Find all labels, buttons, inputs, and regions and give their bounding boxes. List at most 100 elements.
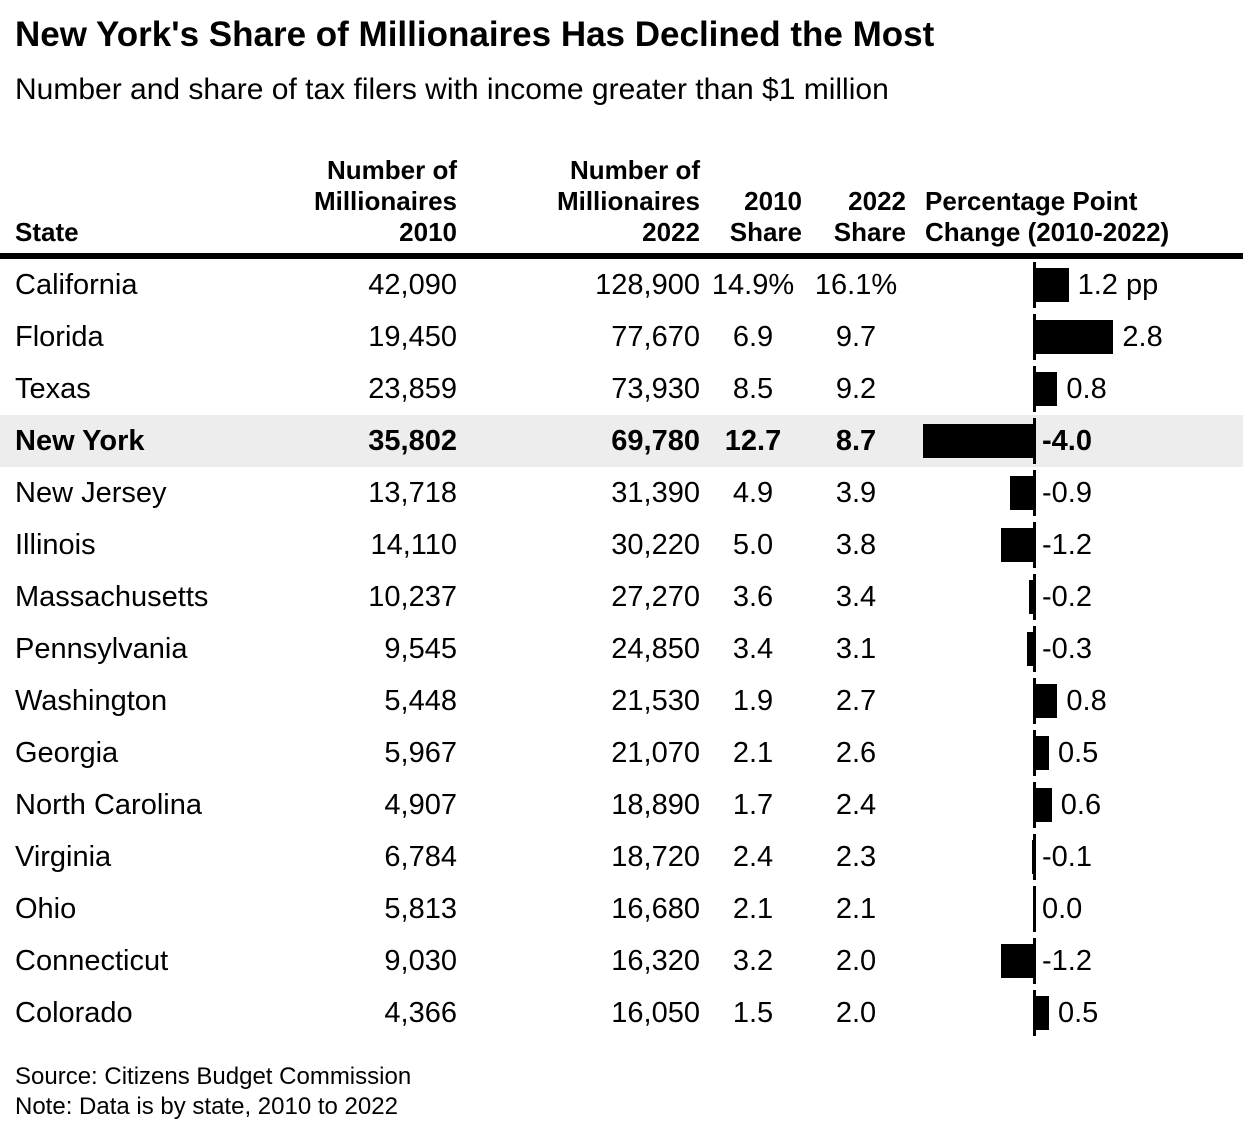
pp-change-cell: 2.8 — [906, 311, 1243, 363]
share-2022-value: 9.2 — [835, 372, 877, 405]
pp-change-label: -0.1 — [1042, 841, 1092, 873]
share-2022-value: 3.4 — [835, 580, 877, 613]
table-row: Pennsylvania 9,545 24,850 3.4 3.1 -0.3 — [0, 623, 1243, 675]
pp-change-label: -1.2 — [1042, 529, 1092, 561]
state-name: New Jersey — [15, 476, 167, 509]
table-row: New Jersey 13,718 31,390 4.9 3.9 -0.9 — [0, 467, 1243, 519]
millionaires-2022-value: 31,390 — [611, 476, 700, 509]
state-name: Ohio — [15, 892, 77, 925]
state-name: Illinois — [15, 528, 96, 561]
pp-change-label: -0.9 — [1042, 477, 1092, 509]
pp-change-cell: 0.0 — [906, 883, 1243, 935]
column-header-state: State — [15, 217, 79, 247]
millionaires-2022-value: 18,890 — [611, 788, 700, 821]
millionaires-2022-value: 21,530 — [611, 684, 700, 717]
pp-change-label: 2.8 — [1122, 321, 1163, 353]
column-header-pp-change: Percentage Point Change (2010-2022) — [925, 186, 1170, 247]
share-2010-value: 1.9 — [732, 684, 774, 717]
share-2010-value: 1.7 — [732, 788, 774, 821]
column-header-millionaires-2022: Number of Millionaires 2022 — [556, 155, 700, 247]
share-2022-value: 8.7 — [835, 424, 877, 457]
millionaires-2022-value: 128,900 — [595, 268, 700, 301]
bar-axis-tick — [1033, 314, 1036, 360]
share-2022-value: 2.3 — [835, 840, 877, 873]
pp-change-bar — [1035, 736, 1049, 770]
millionaires-2010-value: 23,859 — [368, 372, 457, 405]
bar-axis-tick — [1033, 262, 1036, 308]
share-2022-value: 3.8 — [835, 528, 877, 561]
state-name: Georgia — [15, 736, 119, 769]
share-2010-value: 5.0 — [732, 528, 774, 561]
share-2022-value: 2.4 — [835, 788, 877, 821]
pp-change-cell: 0.8 — [906, 675, 1243, 727]
bar-axis-tick — [1033, 366, 1036, 412]
column-header-millionaires-2010: Number of Millionaires 2010 — [313, 155, 457, 247]
millionaires-2010-value: 5,967 — [384, 736, 457, 769]
share-2010-value: 3.2 — [732, 944, 774, 977]
state-name: Texas — [15, 372, 91, 405]
share-2022-value: 2.6 — [835, 736, 877, 769]
share-2022-value: 2.1 — [835, 892, 877, 925]
bar-axis-tick — [1033, 782, 1036, 828]
pp-change-cell: 0.5 — [906, 727, 1243, 779]
pp-change-cell: 0.6 — [906, 779, 1243, 831]
pp-change-bar — [1035, 268, 1069, 302]
pp-change-cell: -0.1 — [906, 831, 1243, 883]
footer: Source: Citizens Budget Commission Note:… — [15, 1062, 1235, 1122]
bar-axis-tick — [1033, 886, 1036, 932]
share-2010-value: 1.5 — [732, 996, 774, 1029]
pp-change-label: -1.2 — [1042, 945, 1092, 977]
state-name: Colorado — [15, 996, 133, 1029]
data-note: Note: Data is by state, 2010 to 2022 — [15, 1093, 398, 1120]
pp-change-bar — [1035, 788, 1052, 822]
millionaires-2010-value: 5,448 — [384, 684, 457, 717]
table-header-row: State Number of Millionaires 2010 Number… — [0, 148, 1243, 248]
pp-change-label: 0.0 — [1042, 893, 1083, 925]
chart-subtitle: Number and share of tax filers with inco… — [15, 73, 889, 106]
millionaires-2022-value: 77,670 — [611, 320, 700, 353]
millionaires-2022-value: 16,320 — [611, 944, 700, 977]
pp-change-bar — [1035, 320, 1114, 354]
millionaires-2010-value: 42,090 — [368, 268, 457, 301]
pp-change-bar — [1001, 944, 1035, 978]
table-row: Virginia 6,784 18,720 2.4 2.3 -0.1 — [0, 831, 1243, 883]
table-row: Ohio 5,813 16,680 2.1 2.1 0.0 — [0, 883, 1243, 935]
share-2022-value: 2.0 — [835, 996, 877, 1029]
share-2022-value: 16.1% — [814, 268, 898, 301]
bar-axis-tick — [1033, 678, 1036, 724]
table-row: Connecticut 9,030 16,320 3.2 2.0 -1.2 — [0, 935, 1243, 987]
pp-change-bar — [1035, 996, 1049, 1030]
millionaires-2022-value: 24,850 — [611, 632, 700, 665]
pp-change-cell: -1.2 — [906, 519, 1243, 571]
pp-change-label: -0.3 — [1042, 633, 1092, 665]
table-body: California 42,090 128,900 14.9% 16.1% 1.… — [0, 259, 1243, 1039]
source-note: Source: Citizens Budget Commission — [15, 1063, 412, 1090]
share-2010-value: 6.9 — [732, 320, 774, 353]
millionaires-2022-value: 18,720 — [611, 840, 700, 873]
pp-change-cell: 1.2 pp — [906, 259, 1243, 311]
pp-change-label: 0.5 — [1058, 997, 1099, 1029]
millionaires-2010-value: 9,030 — [384, 944, 457, 977]
table-row: North Carolina 4,907 18,890 1.7 2.4 0.6 — [0, 779, 1243, 831]
pp-change-bar — [1032, 840, 1035, 874]
share-2010-value: 3.4 — [732, 632, 774, 665]
table-row: Massachusetts 10,237 27,270 3.6 3.4 -0.2 — [0, 571, 1243, 623]
share-2022-value: 3.1 — [835, 632, 877, 665]
table-row: Colorado 4,366 16,050 1.5 2.0 0.5 — [0, 987, 1243, 1039]
millionaires-2022-value: 16,050 — [611, 996, 700, 1029]
millionaires-2022-value: 16,680 — [611, 892, 700, 925]
pp-change-bar — [1029, 580, 1035, 614]
pp-change-label: 0.5 — [1058, 737, 1099, 769]
pp-change-cell: -0.9 — [906, 467, 1243, 519]
pp-change-cell: -1.2 — [906, 935, 1243, 987]
header-rule — [0, 253, 1243, 259]
millionaires-2010-value: 14,110 — [370, 528, 457, 561]
pp-change-label: 0.8 — [1066, 685, 1107, 717]
pp-change-bar — [1009, 476, 1035, 510]
pp-change-label: 0.6 — [1060, 789, 1102, 821]
state-name: California — [15, 268, 138, 301]
millionaires-2010-value: 9,545 — [384, 632, 457, 665]
pp-change-cell: -0.3 — [906, 623, 1243, 675]
share-2010-value: 4.9 — [732, 476, 774, 509]
